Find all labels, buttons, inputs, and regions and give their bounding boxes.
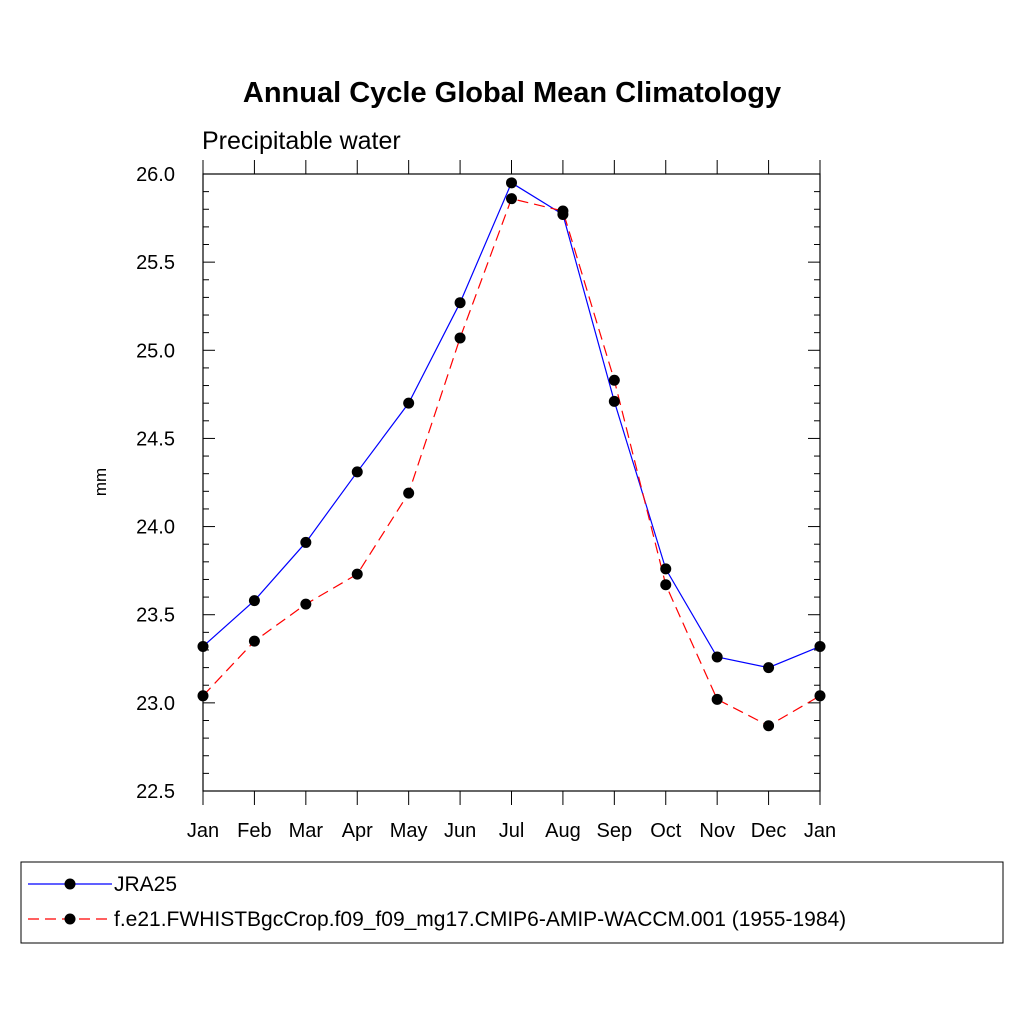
data-point-jra25 [660, 563, 672, 575]
data-point-jra25 [506, 177, 517, 189]
legend-label-waccm: f.e21.FWHISTBgcCrop.f09_f09_mg17.CMIP6-A… [114, 908, 846, 931]
x-tick-label: Sep [597, 820, 633, 842]
x-tick-label: May [390, 820, 428, 842]
chart-title: Annual Cycle Global Mean Climatology [243, 77, 781, 109]
data-point-jra25 [711, 651, 723, 663]
data-point-waccm [351, 568, 363, 580]
y-tick-label: 25.0 [136, 340, 175, 362]
x-tick-label: Jun [444, 820, 476, 842]
plot-frame [202, 173, 821, 792]
data-point-jra25 [608, 395, 620, 407]
y-tick-label: 23.0 [136, 693, 175, 715]
x-tick-label: Apr [342, 820, 373, 842]
legend-marker-waccm [64, 913, 76, 925]
data-point-waccm [248, 635, 260, 647]
data-point-waccm [506, 193, 517, 205]
x-tick-label: Nov [699, 820, 735, 842]
y-tick-label: 24.0 [136, 517, 175, 539]
data-point-jra25 [454, 297, 466, 309]
chart-subtitle: Precipitable water [202, 127, 401, 155]
data-point-waccm [300, 598, 312, 610]
data-point-jra25 [248, 595, 260, 607]
data-point-waccm [454, 332, 466, 344]
data-point-waccm [660, 579, 672, 591]
data-point-jra25 [351, 466, 363, 478]
data-point-waccm [557, 205, 569, 217]
data-point-waccm [711, 693, 723, 705]
x-tick-label: Aug [545, 820, 581, 842]
data-point-jra25 [403, 397, 415, 409]
data-point-jra25 [300, 536, 312, 548]
legend-marker-jra25 [64, 878, 76, 890]
y-tick-label: 26.0 [136, 164, 175, 186]
legend-box [20, 861, 1004, 944]
x-tick-labels: Jan Feb Mar Apr May Jun Jul Aug Sep Oct Nov Dec Jan [187, 820, 836, 842]
data-point-jra25 [763, 662, 775, 674]
legend-label-jra25: JRA25 [114, 873, 177, 896]
x-tick-label: Jan [804, 820, 836, 842]
y-tick-labels: 22.5 23.0 23.5 24.0 24.5 25.0 25.5 26.0 [136, 164, 175, 803]
y-tick-label: 23.5 [136, 605, 175, 627]
x-tick-label: Jan [187, 820, 219, 842]
data-point-waccm [403, 487, 415, 499]
x-tick-label: Dec [751, 820, 787, 842]
data-point-waccm [608, 374, 620, 386]
series-markers [197, 177, 826, 732]
x-tick-label: Oct [650, 820, 682, 842]
data-point-waccm [763, 720, 775, 732]
x-tick-label: Feb [237, 820, 271, 842]
y-tick-label: 22.5 [136, 781, 175, 803]
y-tick-label: 24.5 [136, 428, 175, 450]
legend: JRA25 f.e21.FWHISTBgcCrop.f09_f09_mg17.C… [20, 861, 1004, 944]
y-axis-label: mm [91, 468, 110, 496]
x-tick-label: Mar [289, 820, 324, 842]
x-tick-label: Jul [499, 820, 525, 842]
y-tick-label: 25.5 [136, 252, 175, 274]
